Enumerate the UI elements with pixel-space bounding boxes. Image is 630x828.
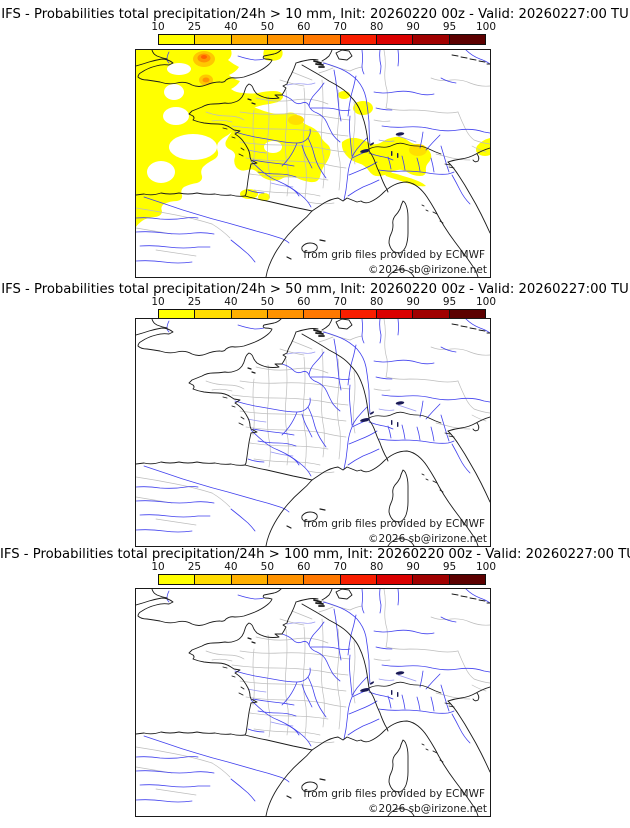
france-precipitation-map [136,589,490,816]
colorbar-tick-label: 10 [151,21,165,33]
colorbar-tick-row: 10 25 40 50 60 70 80 90 95 100 [151,561,496,573]
france-precipitation-map [136,50,490,277]
colorbar-tick-label: 80 [369,561,384,573]
colorbar-segment [158,34,196,45]
colorbar-segment [303,34,341,45]
map-canvas: from grib files provided by ECMWF ©2026 … [135,318,491,547]
colorbar-tick-label: 80 [369,21,384,33]
colorbar-segment [266,34,305,45]
map-background [136,589,490,816]
colorbar-tick-label: 90 [406,561,420,573]
colorbar-segment [448,34,486,45]
colorbar-segment [375,34,414,45]
colorbar-tick-label: 90 [406,296,420,308]
colorbar-segment [266,574,305,585]
colorbar-tick-label: 25 [187,561,202,573]
colorbar-segment [448,574,486,585]
colorbar-segment [412,34,450,45]
colorbar-segment [412,574,450,585]
forecast-panel: IFS - Probabilities total precipitation/… [0,7,630,283]
colorbar-tick-label: 10 [151,296,165,308]
colorbar-tick-label: 90 [406,21,420,33]
map-canvas: from grib files provided by ECMWF ©2026 … [135,588,491,817]
colorbar-tick-label: 70 [333,561,347,573]
map-canvas: from grib files provided by ECMWF ©2026 … [135,49,491,278]
map-background [136,319,490,546]
colorbar-tick-row: 10 25 40 50 60 70 80 90 95 100 [151,296,496,308]
colorbar [158,34,486,45]
colorbar-tick-label: 40 [224,296,238,308]
colorbar-tick-label: 40 [224,561,238,573]
forecast-panel: IFS - Probabilities total precipitation/… [0,282,630,558]
colorbar [158,574,486,585]
colorbar-tick-label: 50 [260,561,275,573]
colorbar-tick-label: 70 [333,296,347,308]
colorbar-segment [339,34,377,45]
colorbar-tick-label: 60 [297,561,311,573]
colorbar-tick-label: 50 [260,21,275,33]
colorbar-segment [230,574,268,585]
colorbar-tick-label: 50 [260,296,275,308]
colorbar-tick-row: 10 25 40 50 60 70 80 90 95 100 [151,21,496,33]
colorbar-tick-label: 70 [333,21,347,33]
forecast-panel: IFS - Probabilities total precipitation/… [0,547,630,823]
colorbar-tick-label: 25 [187,296,202,308]
panel-title: IFS - Probabilities total precipitation/… [0,547,630,562]
colorbar-segment [375,574,414,585]
colorbar-tick-label: 100 [475,296,497,308]
colorbar-tick-label: 100 [475,561,497,573]
colorbar-tick-label: 60 [297,21,311,33]
colorbar-segment [303,574,341,585]
colorbar-segment [194,34,232,45]
colorbar-tick-label: 10 [151,561,165,573]
colorbar-tick-label: 95 [442,296,457,308]
panel-title: IFS - Probabilities total precipitation/… [1,7,629,22]
colorbar-segment [339,574,377,585]
colorbar-tick-label: 95 [442,561,457,573]
colorbar-tick-label: 100 [475,21,497,33]
colorbar-tick-label: 40 [224,21,238,33]
colorbar-tick-label: 80 [369,296,384,308]
panel-title: IFS - Probabilities total precipitation/… [1,282,629,297]
colorbar-segment [230,34,268,45]
colorbar-segment [194,574,232,585]
colorbar-segment [158,574,196,585]
colorbar-tick-label: 60 [297,296,311,308]
colorbar-tick-label: 25 [187,21,202,33]
france-precipitation-map [136,319,490,546]
colorbar-tick-label: 95 [442,21,457,33]
